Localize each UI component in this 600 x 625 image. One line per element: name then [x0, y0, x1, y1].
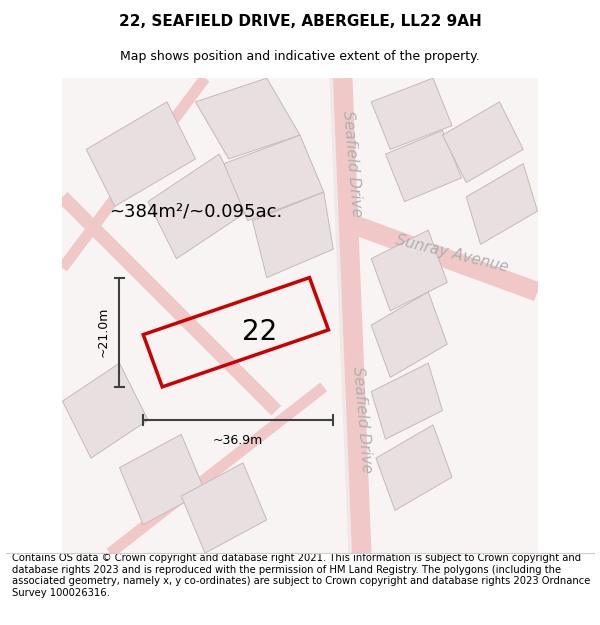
Polygon shape: [253, 192, 333, 278]
Polygon shape: [196, 78, 300, 159]
Polygon shape: [386, 131, 461, 202]
Polygon shape: [466, 164, 538, 244]
Text: Contains OS data © Crown copyright and database right 2021. This information is : Contains OS data © Crown copyright and d…: [12, 553, 590, 598]
Polygon shape: [443, 102, 523, 182]
Text: Sunray Avenue: Sunray Avenue: [394, 232, 510, 275]
Polygon shape: [148, 154, 248, 259]
Text: 22: 22: [242, 318, 277, 346]
Polygon shape: [371, 292, 447, 378]
Text: Seafield Drive: Seafield Drive: [340, 110, 364, 218]
Text: ~384m²/~0.095ac.: ~384m²/~0.095ac.: [109, 202, 282, 220]
Text: 22, SEAFIELD DRIVE, ABERGELE, LL22 9AH: 22, SEAFIELD DRIVE, ABERGELE, LL22 9AH: [119, 14, 481, 29]
Polygon shape: [119, 434, 205, 524]
Polygon shape: [371, 363, 443, 439]
Text: Map shows position and indicative extent of the property.: Map shows position and indicative extent…: [120, 50, 480, 62]
Polygon shape: [371, 230, 447, 311]
Text: ~36.9m: ~36.9m: [213, 434, 263, 447]
Polygon shape: [86, 102, 196, 206]
Text: ~21.0m: ~21.0m: [97, 307, 110, 358]
Text: Seafield Drive: Seafield Drive: [350, 366, 374, 474]
Polygon shape: [376, 425, 452, 511]
Polygon shape: [181, 463, 267, 553]
Polygon shape: [62, 363, 148, 458]
Polygon shape: [371, 78, 452, 149]
Polygon shape: [224, 135, 324, 221]
